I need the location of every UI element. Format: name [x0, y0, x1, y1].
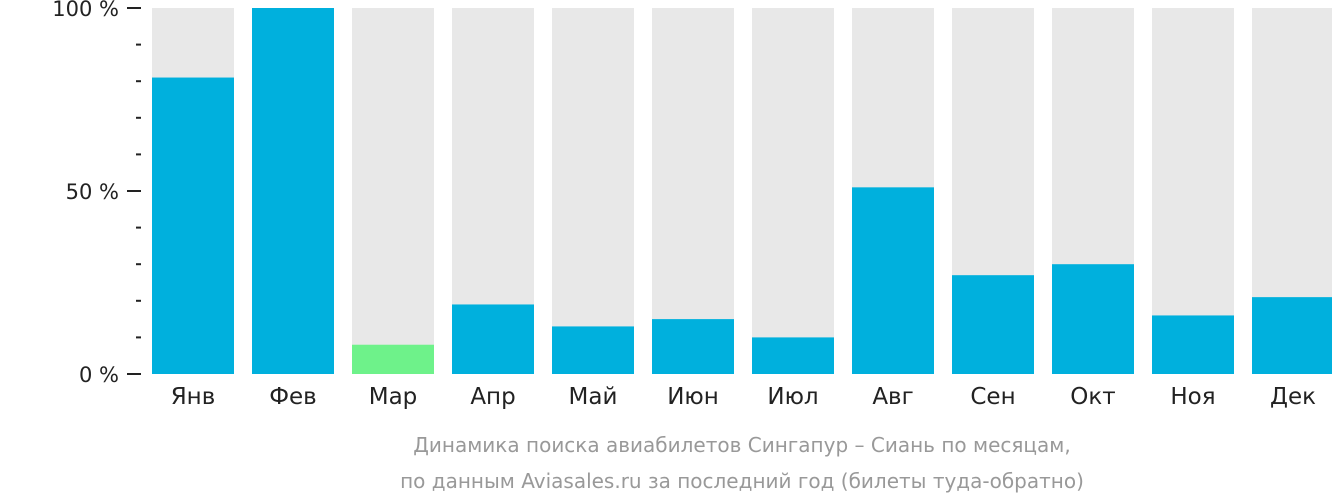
bars-group [152, 8, 1332, 374]
x-tick-label: Апр [470, 384, 515, 410]
x-tick-label: Сен [970, 384, 1015, 410]
y-axis: 0 % 50 % 100 % [52, 0, 141, 387]
bar [252, 8, 334, 374]
bar [452, 304, 534, 374]
x-tick-label: Окт [1070, 384, 1115, 410]
x-axis: Янв Фев Мар Апр Май Июн Июл Авг Сен Окт Ноя Дек [171, 384, 1316, 410]
bar [952, 275, 1034, 374]
x-tick-label: Июн [667, 384, 719, 410]
y-tick-label: 100 % [52, 0, 119, 21]
bar [1252, 297, 1332, 374]
chart-caption-line-2: по данным Aviasales.ru за последний год … [400, 469, 1084, 493]
bar [552, 326, 634, 374]
x-tick-label: Янв [171, 384, 216, 410]
y-tick-label: 50 % [66, 180, 119, 204]
chart-caption-line-1: Динамика поиска авиабилетов Сингапур – С… [413, 433, 1070, 457]
x-tick-label: Дек [1270, 384, 1316, 410]
bar-track [1152, 8, 1234, 374]
bar-track [652, 8, 734, 374]
x-tick-label: Мар [369, 384, 418, 410]
bar-track [352, 8, 434, 374]
bar-track [752, 8, 834, 374]
y-tick-label: 0 % [79, 363, 119, 387]
bar [652, 319, 734, 374]
bar [352, 344, 434, 374]
x-tick-label: Май [569, 384, 618, 410]
x-tick-label: Ноя [1170, 384, 1215, 410]
x-tick-label: Июл [767, 384, 818, 410]
x-tick-label: Фев [269, 384, 317, 410]
bar [152, 77, 234, 374]
bar [852, 187, 934, 374]
bar [1152, 315, 1234, 374]
x-tick-label: Авг [872, 384, 913, 410]
bar-track [552, 8, 634, 374]
bar [1052, 264, 1134, 374]
bar [752, 337, 834, 374]
